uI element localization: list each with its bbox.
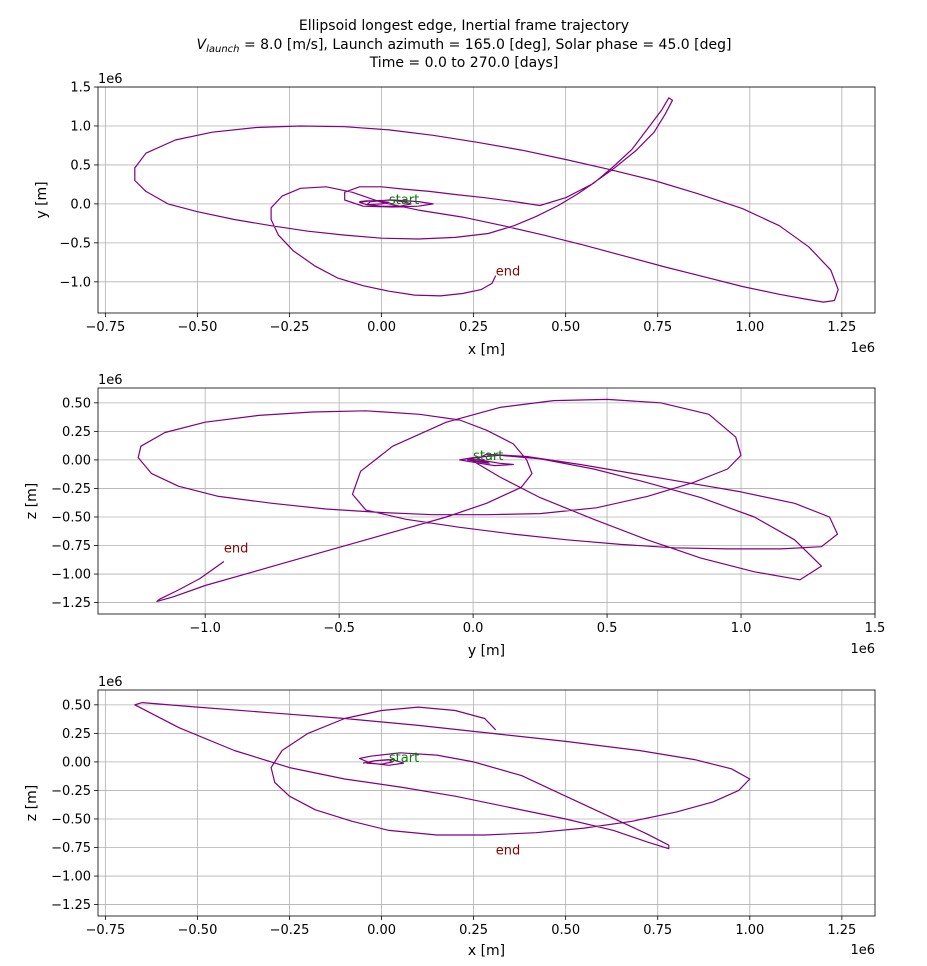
- title-velocity-subscript: launch: [206, 44, 239, 55]
- subplot-2-xtick-label: 0.0: [463, 621, 484, 636]
- subplot-3-xtick-label: 0.25: [459, 923, 488, 938]
- subplot-2-xlabel: y [m]: [468, 643, 505, 659]
- subplot-3-ytick-label: 0.25: [62, 727, 91, 742]
- subplot-1-ytick-label: −1.0: [59, 275, 91, 290]
- subplot-2-ytick-label: 0.50: [62, 396, 91, 411]
- title-line-1: Ellipsoid longest edge, Inertial frame t…: [299, 18, 629, 34]
- subplot-1-annotation-start: start: [389, 193, 419, 208]
- subplot-2-ytick-label: −1.25: [51, 596, 91, 611]
- subplot-1-xtick-label: 0.75: [643, 320, 672, 335]
- subplot-2-ytick-label: −0.25: [51, 482, 91, 497]
- subplot-3-annotation-end: end: [496, 843, 521, 858]
- subplot-3-xtick-label: −0.50: [178, 923, 218, 938]
- subplot-1-ytick-label: 1.0: [70, 119, 91, 134]
- subplot-3-y-offset-label: 1e6: [98, 675, 123, 690]
- subplot-3-xtick-label: 1.25: [827, 923, 856, 938]
- subplot-1-xtick-label: 1.25: [827, 320, 856, 335]
- subplot-3-ytick-label: 0.50: [62, 698, 91, 713]
- subplot-2-xtick-label: 1.0: [731, 621, 752, 636]
- subplot-1-xtick-label: −0.25: [270, 320, 310, 335]
- subplot-1-xtick-label: −0.50: [178, 320, 218, 335]
- subplot-2-xtick-label: 1.5: [865, 621, 886, 636]
- figure-title: Ellipsoid longest edge, Inertial frame t…: [197, 18, 732, 71]
- subplot-2-ytick-label: −1.00: [51, 568, 91, 583]
- subplot-1-xtick-label: 0.50: [551, 320, 580, 335]
- subplot-1-trajectory-line: [134, 97, 839, 303]
- subplot-1-x-offset-label: 1e6: [850, 341, 875, 356]
- subplot-1-xtick-label: 1.00: [735, 320, 764, 335]
- subplot-3-ytick-label: −0.50: [51, 812, 91, 827]
- subplot-3-xtick-label: 0.75: [643, 923, 672, 938]
- subplot-2-annotation-end: end: [224, 541, 249, 556]
- subplot-1-xlabel: x [m]: [468, 342, 505, 358]
- subplot-3-ytick-label: 0.00: [62, 755, 91, 770]
- subplot-1-ylabel: y [m]: [34, 181, 50, 218]
- title-line-2: Vlaunch = 8.0 [m/s], Launch azimuth = 16…: [197, 37, 732, 55]
- subplot-3-ytick-label: −1.25: [51, 898, 91, 913]
- subplot-3: −0.75 −0.50 −0.25 0.00 0.25 0.50 0.75 1.00 1.25 −…: [24, 675, 876, 959]
- subplot-3-xtick-label: 0.50: [551, 923, 580, 938]
- subplot-3-xtick-label: −0.25: [270, 923, 310, 938]
- subplot-2-ytick-label: 0.00: [62, 453, 91, 468]
- subplot-3-ylabel: z [m]: [24, 785, 40, 821]
- subplot-1-xtick-label: 0.25: [459, 320, 488, 335]
- subplot-1-ytick-label: −0.5: [59, 236, 91, 251]
- subplot-2-y-offset-label: 1e6: [98, 373, 123, 388]
- subplot-2-annotation-start: start: [473, 449, 503, 464]
- subplot-2-xtick-label: −1.0: [189, 621, 221, 636]
- subplot-2-xtick-label: 0.5: [597, 621, 618, 636]
- subplot-1-ytick-label: 0.0: [70, 197, 91, 212]
- subplot-3-xtick-label: 0.00: [367, 923, 396, 938]
- subplot-3-x-offset-label: 1e6: [850, 943, 875, 958]
- subplot-2-trajectory-line: [137, 398, 839, 603]
- subplot-1-xtick-label: 0.00: [367, 320, 396, 335]
- subplot-3-annotation-start: start: [389, 751, 419, 766]
- subplot-1-xtick-label: −0.75: [85, 320, 125, 335]
- subplot-1-ytick-label: 0.5: [70, 158, 91, 173]
- subplot-1: −0.75 −0.50 −0.25 0.00 0.25 0.50 0.75 1.00 1.25 −…: [34, 72, 876, 358]
- subplot-3-trajectory-line: [134, 701, 751, 850]
- subplot-3-ytick-label: −1.00: [51, 870, 91, 885]
- subplot-2-ytick-label: −0.50: [51, 510, 91, 525]
- subplot-2-ytick-label: −0.75: [51, 539, 91, 554]
- title-line-2-rest: = 8.0 [m/s], Launch azimuth = 165.0 [deg…: [240, 37, 732, 53]
- subplot-2-axes-frame: [97, 387, 876, 615]
- subplot-3-ytick-label: −0.75: [51, 841, 91, 856]
- subplot-2: −1.0 −0.5 0.0 0.5 1.0 1.5 −1.25 −1.00 −0.75 −0.50…: [24, 373, 885, 659]
- title-line-3: Time = 0.0 to 270.0 [days]: [369, 55, 559, 71]
- subplot-2-ylabel: z [m]: [24, 483, 40, 519]
- subplot-3-xlabel: x [m]: [468, 943, 505, 959]
- subplot-1-y-offset-label: 1e6: [98, 72, 123, 87]
- title-velocity-symbol: V: [197, 37, 208, 53]
- subplot-3-xtick-label: 1.00: [735, 923, 764, 938]
- subplot-1-ytick-label: 1.5: [70, 81, 91, 96]
- subplot-2-xtick-label: −0.5: [323, 621, 355, 636]
- subplot-2-ytick-label: 0.25: [62, 425, 91, 440]
- subplot-3-axes-frame: [97, 689, 876, 917]
- subplot-1-annotation-end: end: [496, 265, 521, 280]
- subplot-2-x-offset-label: 1e6: [850, 642, 875, 657]
- subplot-3-xtick-label: −0.75: [85, 923, 125, 938]
- subplot-1-axes-frame: [97, 86, 876, 314]
- subplot-3-ytick-label: −0.25: [51, 784, 91, 799]
